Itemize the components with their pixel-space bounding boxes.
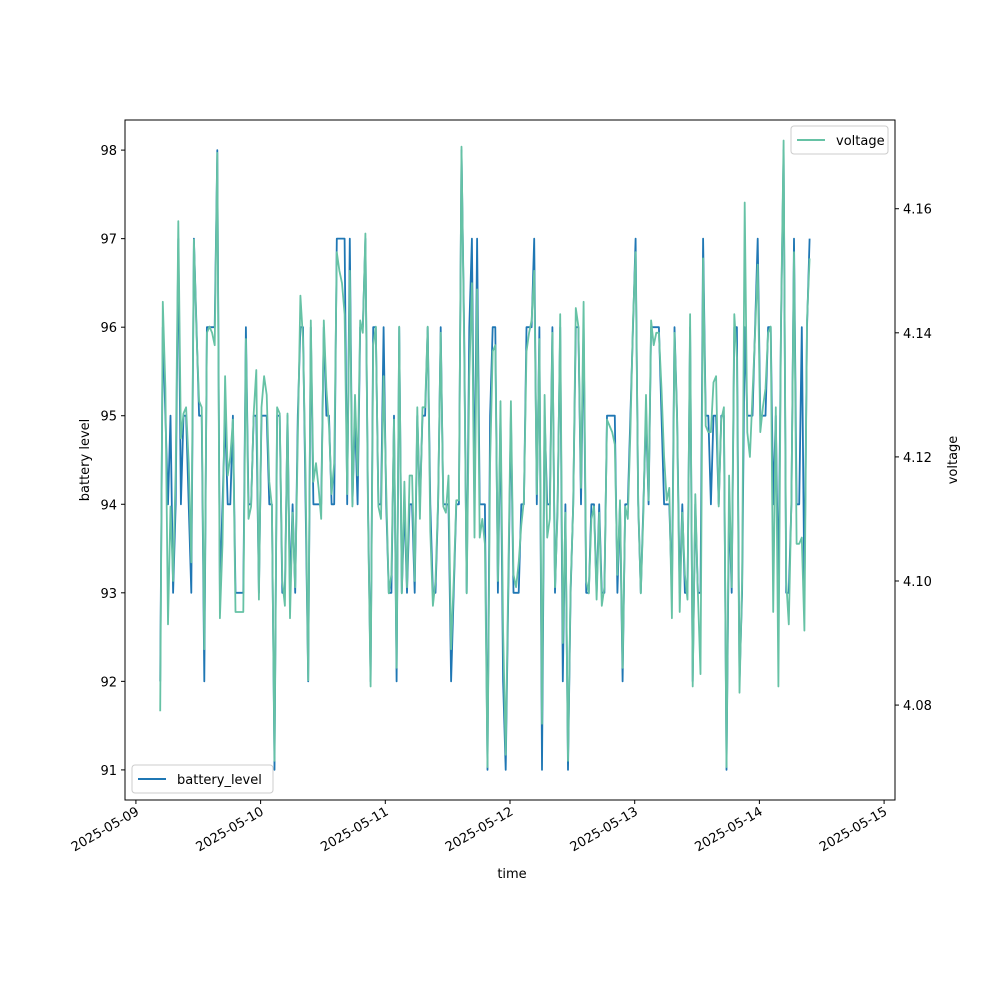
y-axis-left-label: battery level [78, 419, 93, 502]
legend-right-box [790, 125, 889, 155]
y-right-tick-label: 4.12 [903, 451, 932, 466]
legend-right-label: voltage [836, 134, 885, 149]
x-tick-label: 2025-05-14 [692, 804, 765, 855]
series-line-voltage [159, 139, 811, 768]
x-tick-label: 2025-05-11 [318, 804, 391, 855]
y-right-tick-label: 4.16 [903, 203, 932, 218]
x-tick-label: 2025-05-12 [443, 804, 516, 855]
x-tick-label: 2025-05-15 [817, 804, 890, 855]
y-left-tick-label: 95 [100, 410, 117, 425]
y-right-tick-label: 4.08 [903, 699, 932, 714]
y-right-tick-label: 4.14 [903, 327, 932, 342]
y-left-tick-label: 91 [100, 764, 117, 779]
legend-left-label: battery_level [177, 773, 262, 788]
legend-left-box [131, 764, 274, 794]
y-left-tick-label: 94 [100, 498, 117, 513]
x-tick-label: 2025-05-10 [194, 804, 267, 855]
x-tick-label: 2025-05-09 [69, 804, 142, 855]
y-axis-right-label: voltage [946, 436, 961, 485]
y-left-tick-label: 97 [100, 233, 117, 248]
x-tick-label: 2025-05-13 [568, 804, 641, 855]
y-left-tick-label: 93 [100, 587, 117, 602]
legend-right: voltage [790, 125, 889, 155]
x-axis-label: time [497, 867, 526, 882]
y-left-tick-label: 96 [100, 321, 117, 336]
y-left-tick-label: 98 [100, 144, 117, 159]
y-left-tick-label: 92 [100, 675, 117, 690]
legend-left: battery_level [131, 764, 274, 794]
y-right-tick-label: 4.10 [903, 575, 932, 590]
